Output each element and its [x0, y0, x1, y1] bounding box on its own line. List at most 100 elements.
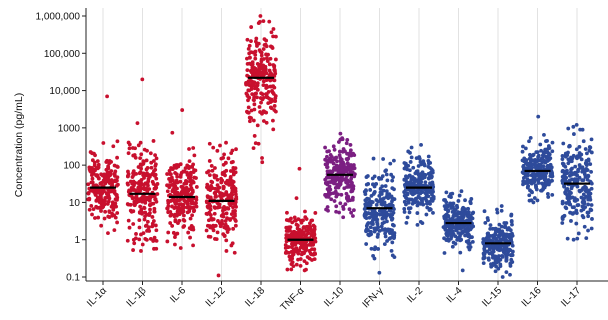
data-point	[269, 30, 274, 35]
data-point	[587, 145, 592, 150]
data-point	[170, 224, 175, 228]
data-point	[205, 223, 210, 228]
data-point	[249, 62, 254, 67]
data-point	[153, 223, 158, 228]
data-point	[580, 178, 584, 183]
data-point	[210, 225, 214, 230]
data-point	[389, 217, 394, 222]
data-point	[300, 250, 305, 255]
y-tick-label: 0.1	[66, 273, 80, 284]
data-point	[233, 166, 238, 171]
data-point	[385, 178, 390, 183]
data-point	[175, 212, 179, 217]
data-point	[582, 224, 587, 229]
data-point	[134, 171, 139, 176]
data-point	[228, 178, 233, 182]
data-point	[168, 210, 173, 214]
data-point	[144, 197, 149, 202]
data-point	[252, 134, 257, 138]
data-point	[443, 207, 448, 212]
data-point	[328, 169, 333, 174]
data-point	[207, 173, 212, 178]
data-point	[328, 187, 333, 192]
data-point	[416, 194, 421, 199]
data-point	[323, 145, 327, 150]
data-point	[265, 85, 270, 89]
data-point	[497, 248, 502, 253]
data-point	[186, 188, 191, 193]
data-point	[226, 206, 231, 211]
data-point	[325, 154, 329, 159]
data-point	[419, 142, 423, 147]
data-point	[333, 186, 338, 190]
data-point	[205, 204, 210, 209]
data-point	[114, 178, 119, 183]
data-point	[133, 236, 138, 241]
data-point	[153, 162, 158, 167]
data-point	[363, 215, 368, 220]
data-point	[376, 199, 381, 204]
data-point	[402, 177, 407, 182]
data-point	[216, 273, 221, 278]
data-point	[126, 218, 131, 223]
data-point	[135, 121, 140, 126]
data-point	[167, 183, 172, 188]
data-point	[341, 215, 346, 220]
data-point	[446, 223, 450, 228]
data-point	[90, 176, 95, 181]
data-point	[536, 181, 541, 185]
data-point	[348, 150, 353, 155]
data-point	[125, 238, 130, 243]
data-point	[560, 201, 565, 206]
data-point	[136, 199, 141, 204]
data-point	[212, 211, 217, 216]
data-point	[565, 236, 570, 241]
data-point	[334, 204, 339, 209]
data-point	[370, 176, 375, 181]
data-point	[154, 239, 159, 243]
data-point	[528, 188, 532, 193]
data-point	[178, 162, 183, 167]
data-point	[302, 268, 307, 273]
data-point	[168, 179, 173, 184]
data-point	[155, 192, 160, 196]
data-point	[182, 224, 187, 228]
data-point	[569, 157, 574, 162]
data-point	[572, 132, 576, 136]
data-point	[431, 210, 435, 215]
data-point	[583, 161, 588, 166]
data-point	[312, 224, 317, 229]
data-point	[139, 166, 144, 171]
data-point	[550, 140, 555, 145]
data-point	[384, 168, 389, 173]
data-point	[418, 160, 423, 164]
data-point	[128, 208, 133, 213]
data-point	[412, 189, 417, 194]
data-point	[290, 240, 295, 244]
data-point	[224, 140, 228, 145]
data-point	[215, 177, 220, 182]
data-point	[127, 146, 132, 151]
data-point	[460, 207, 465, 212]
data-point	[174, 178, 179, 183]
data-point	[219, 213, 224, 218]
data-point	[109, 204, 114, 209]
data-point	[294, 196, 299, 201]
y-tick-label: 100,000	[44, 49, 81, 60]
data-point	[142, 217, 147, 222]
data-point	[153, 167, 158, 172]
data-point	[504, 232, 509, 237]
data-point	[442, 204, 447, 209]
data-point	[482, 209, 487, 214]
data-point	[223, 219, 228, 223]
data-point	[264, 110, 269, 115]
data-point	[430, 168, 435, 173]
data-point	[137, 237, 142, 242]
data-point	[216, 201, 221, 206]
data-point	[572, 198, 577, 203]
data-point	[383, 231, 388, 236]
data-point	[538, 166, 543, 171]
data-point	[414, 169, 419, 174]
data-point	[137, 188, 142, 193]
